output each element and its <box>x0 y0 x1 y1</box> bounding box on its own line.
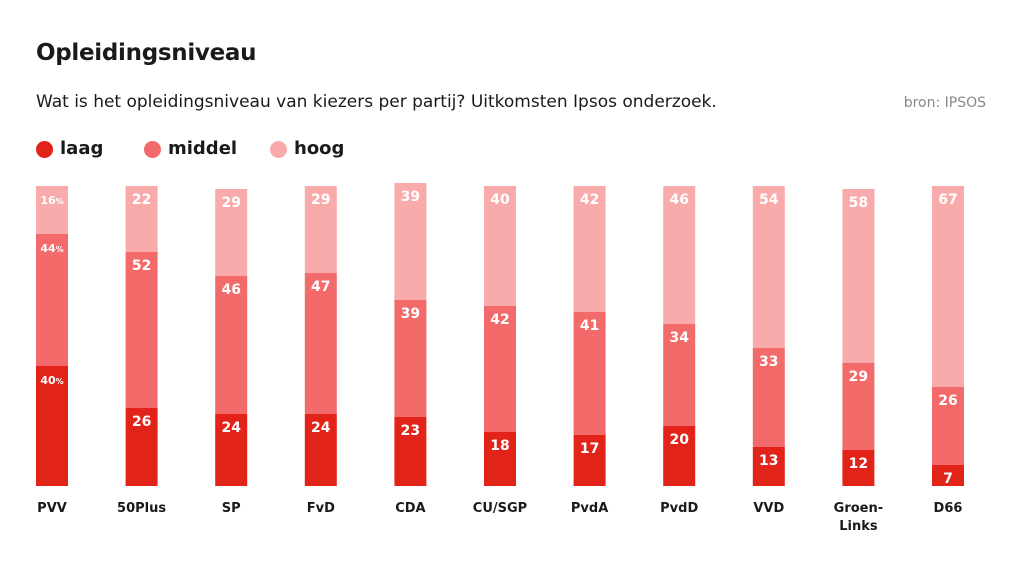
bar-hoog-9 <box>842 189 875 363</box>
source-label: bron: IPSOS <box>903 95 986 111</box>
bar-middel-0 <box>36 234 68 366</box>
data-label-hoog-9: 58 <box>849 195 868 211</box>
category-label-7: PvdD <box>660 501 698 516</box>
category-label-6: PvdA <box>571 501 608 516</box>
bar-hoog-4 <box>394 183 427 300</box>
bar-middel-2 <box>215 276 248 414</box>
data-label-hoog-1: 22 <box>132 192 151 208</box>
bar-laag-8 <box>752 447 785 486</box>
category-label-8: VVD <box>753 501 784 516</box>
data-label-middel-10: 26 <box>938 393 957 409</box>
bar-middel-10 <box>932 387 964 465</box>
legend-label-laag: laag <box>60 138 104 159</box>
data-label-hoog-2: 29 <box>221 195 240 211</box>
bar-hoog-8 <box>752 186 785 348</box>
data-label-hoog-10: 67 <box>938 192 957 208</box>
legend-label-hoog: hoog <box>294 138 345 159</box>
bar-middel-4 <box>394 300 427 417</box>
category-label-10: D66 <box>934 501 963 516</box>
bar-laag-1 <box>125 408 158 486</box>
bar-hoog-1 <box>125 186 158 252</box>
data-label-hoog-8: 54 <box>759 192 779 208</box>
bar-hoog-0 <box>36 186 68 234</box>
bar-hoog-7 <box>663 186 696 324</box>
bar-laag-0 <box>36 366 68 486</box>
data-label-middel-5: 42 <box>490 312 509 328</box>
legend-label-middel: middel <box>168 138 238 159</box>
data-label-middel-2: 46 <box>221 282 240 298</box>
chart-title: Opleidingsniveau <box>36 40 257 66</box>
bar-hoog-6 <box>573 186 606 312</box>
category-label-2: SP <box>222 501 241 516</box>
data-label-hoog-6: 42 <box>580 192 599 208</box>
data-label-laag-0: 40% <box>40 374 63 387</box>
bar-laag-4 <box>394 417 427 486</box>
data-label-hoog-7: 46 <box>669 192 688 208</box>
bar-hoog-3 <box>304 186 337 273</box>
category-label-1: 50Plus <box>117 501 166 516</box>
data-label-middel-3: 47 <box>311 279 330 295</box>
data-label-middel-9: 29 <box>849 369 868 385</box>
bar-middel-7 <box>663 324 696 426</box>
data-label-laag-10: 7 <box>943 471 953 487</box>
bar-middel-5 <box>484 306 516 432</box>
bar-middel-3 <box>304 273 337 414</box>
data-label-middel-1: 52 <box>132 258 151 274</box>
data-label-laag-1: 26 <box>132 414 151 430</box>
bar-hoog-2 <box>215 189 248 276</box>
bar-middel-9 <box>842 363 875 450</box>
legend-swatch-laag <box>36 141 53 158</box>
bar-laag-5 <box>484 432 516 486</box>
bar-laag-9 <box>842 450 875 486</box>
data-label-hoog-5: 40 <box>490 192 510 208</box>
data-label-hoog-0: 16% <box>40 194 63 207</box>
legend-swatch-middel <box>144 141 161 158</box>
bar-middel-1 <box>125 252 158 408</box>
category-label-9: Groen-Links <box>834 501 883 534</box>
data-label-hoog-3: 29 <box>311 192 330 208</box>
bar-hoog-10 <box>932 186 964 387</box>
data-label-laag-4: 23 <box>401 423 420 439</box>
data-label-laag-6: 17 <box>580 441 599 457</box>
data-label-laag-3: 24 <box>311 420 331 436</box>
legend-swatch-hoog <box>270 141 287 158</box>
data-label-laag-2: 24 <box>221 420 241 436</box>
bar-laag-3 <box>304 414 337 486</box>
chart-subtitle: Wat is het opleidingsniveau van kiezers … <box>36 92 717 112</box>
category-label-4: CDA <box>395 501 425 516</box>
data-label-middel-7: 34 <box>669 330 689 346</box>
data-label-middel-4: 39 <box>401 306 420 322</box>
bar-laag-10 <box>932 465 964 486</box>
category-label-5: CU/SGP <box>473 501 527 516</box>
data-label-middel-6: 41 <box>580 318 599 334</box>
bar-laag-2 <box>215 414 248 486</box>
data-label-laag-9: 12 <box>849 456 868 472</box>
bar-laag-7 <box>663 426 696 486</box>
data-label-laag-5: 18 <box>490 438 509 454</box>
bar-laag-6 <box>573 435 606 486</box>
category-label-3: FvD <box>307 501 335 516</box>
data-label-middel-0: 44% <box>40 242 63 255</box>
data-label-middel-8: 33 <box>759 354 778 370</box>
data-label-hoog-4: 39 <box>401 189 420 205</box>
data-label-laag-7: 20 <box>669 432 689 448</box>
category-label-0: PVV <box>37 501 67 516</box>
data-label-laag-8: 13 <box>759 453 778 469</box>
bar-middel-6 <box>573 312 606 435</box>
bar-middel-8 <box>752 348 785 447</box>
bar-hoog-5 <box>484 186 516 306</box>
